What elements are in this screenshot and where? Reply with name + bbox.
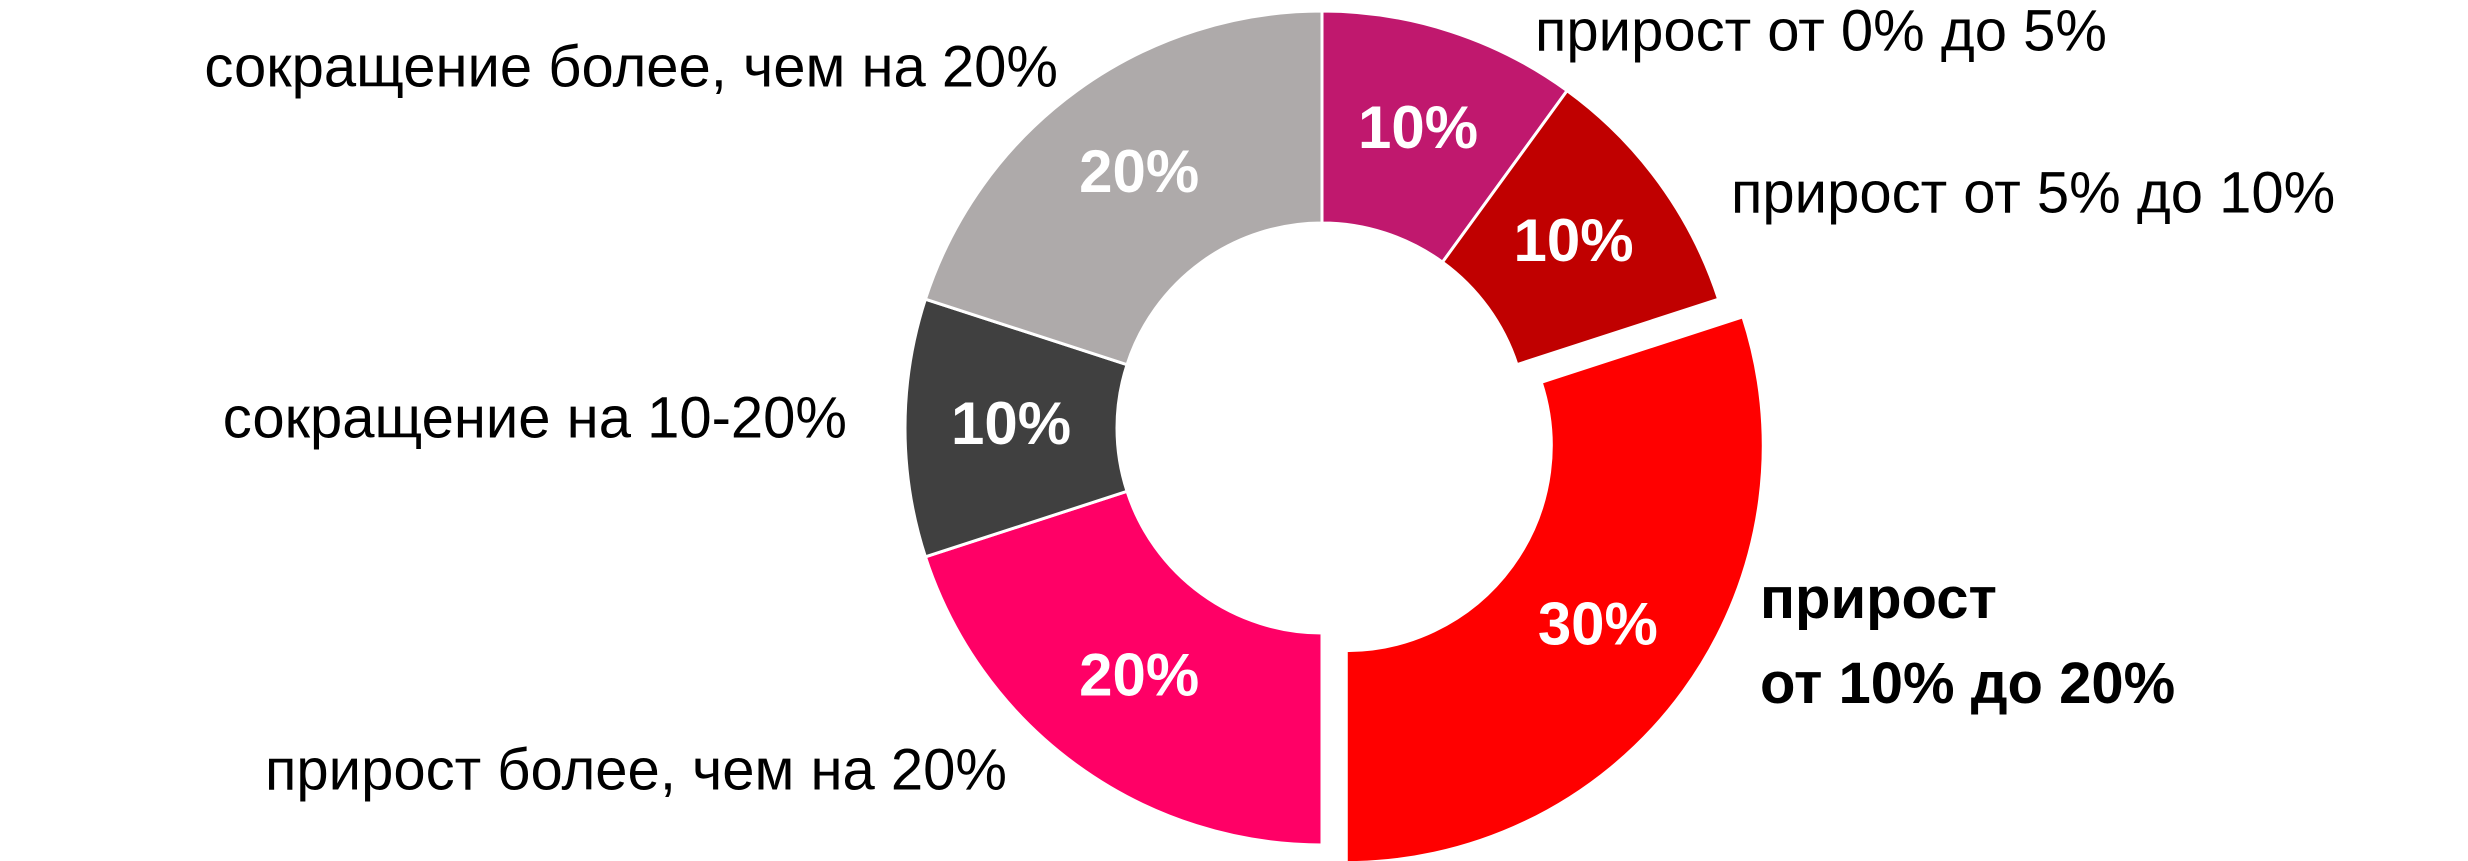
data-label: 10% (951, 390, 1071, 457)
category-label: сокращение более, чем на 20% (204, 34, 1058, 99)
donut-segment (1344, 314, 1765, 861)
donut-segment (1440, 88, 1721, 367)
category-label: прирост от 5% до 10% (1731, 160, 2335, 225)
data-label: 10% (1514, 207, 1634, 274)
data-label: 20% (1079, 641, 1199, 708)
category-label: прирост более, чем на 20% (265, 737, 1007, 802)
data-label: 30% (1538, 590, 1658, 657)
category-label: сокращение на 10-20% (223, 385, 847, 450)
donut-segment (903, 297, 1129, 559)
data-label: 10% (1358, 94, 1478, 161)
data-label: 20% (1079, 138, 1199, 205)
donut-segment (1320, 9, 1570, 265)
category-label: прирост от 0% до 5% (1535, 0, 2107, 63)
donut-segment (923, 9, 1324, 367)
donut-segment (923, 489, 1324, 847)
category-label: прирост от 10% до 20% (1760, 566, 2175, 716)
